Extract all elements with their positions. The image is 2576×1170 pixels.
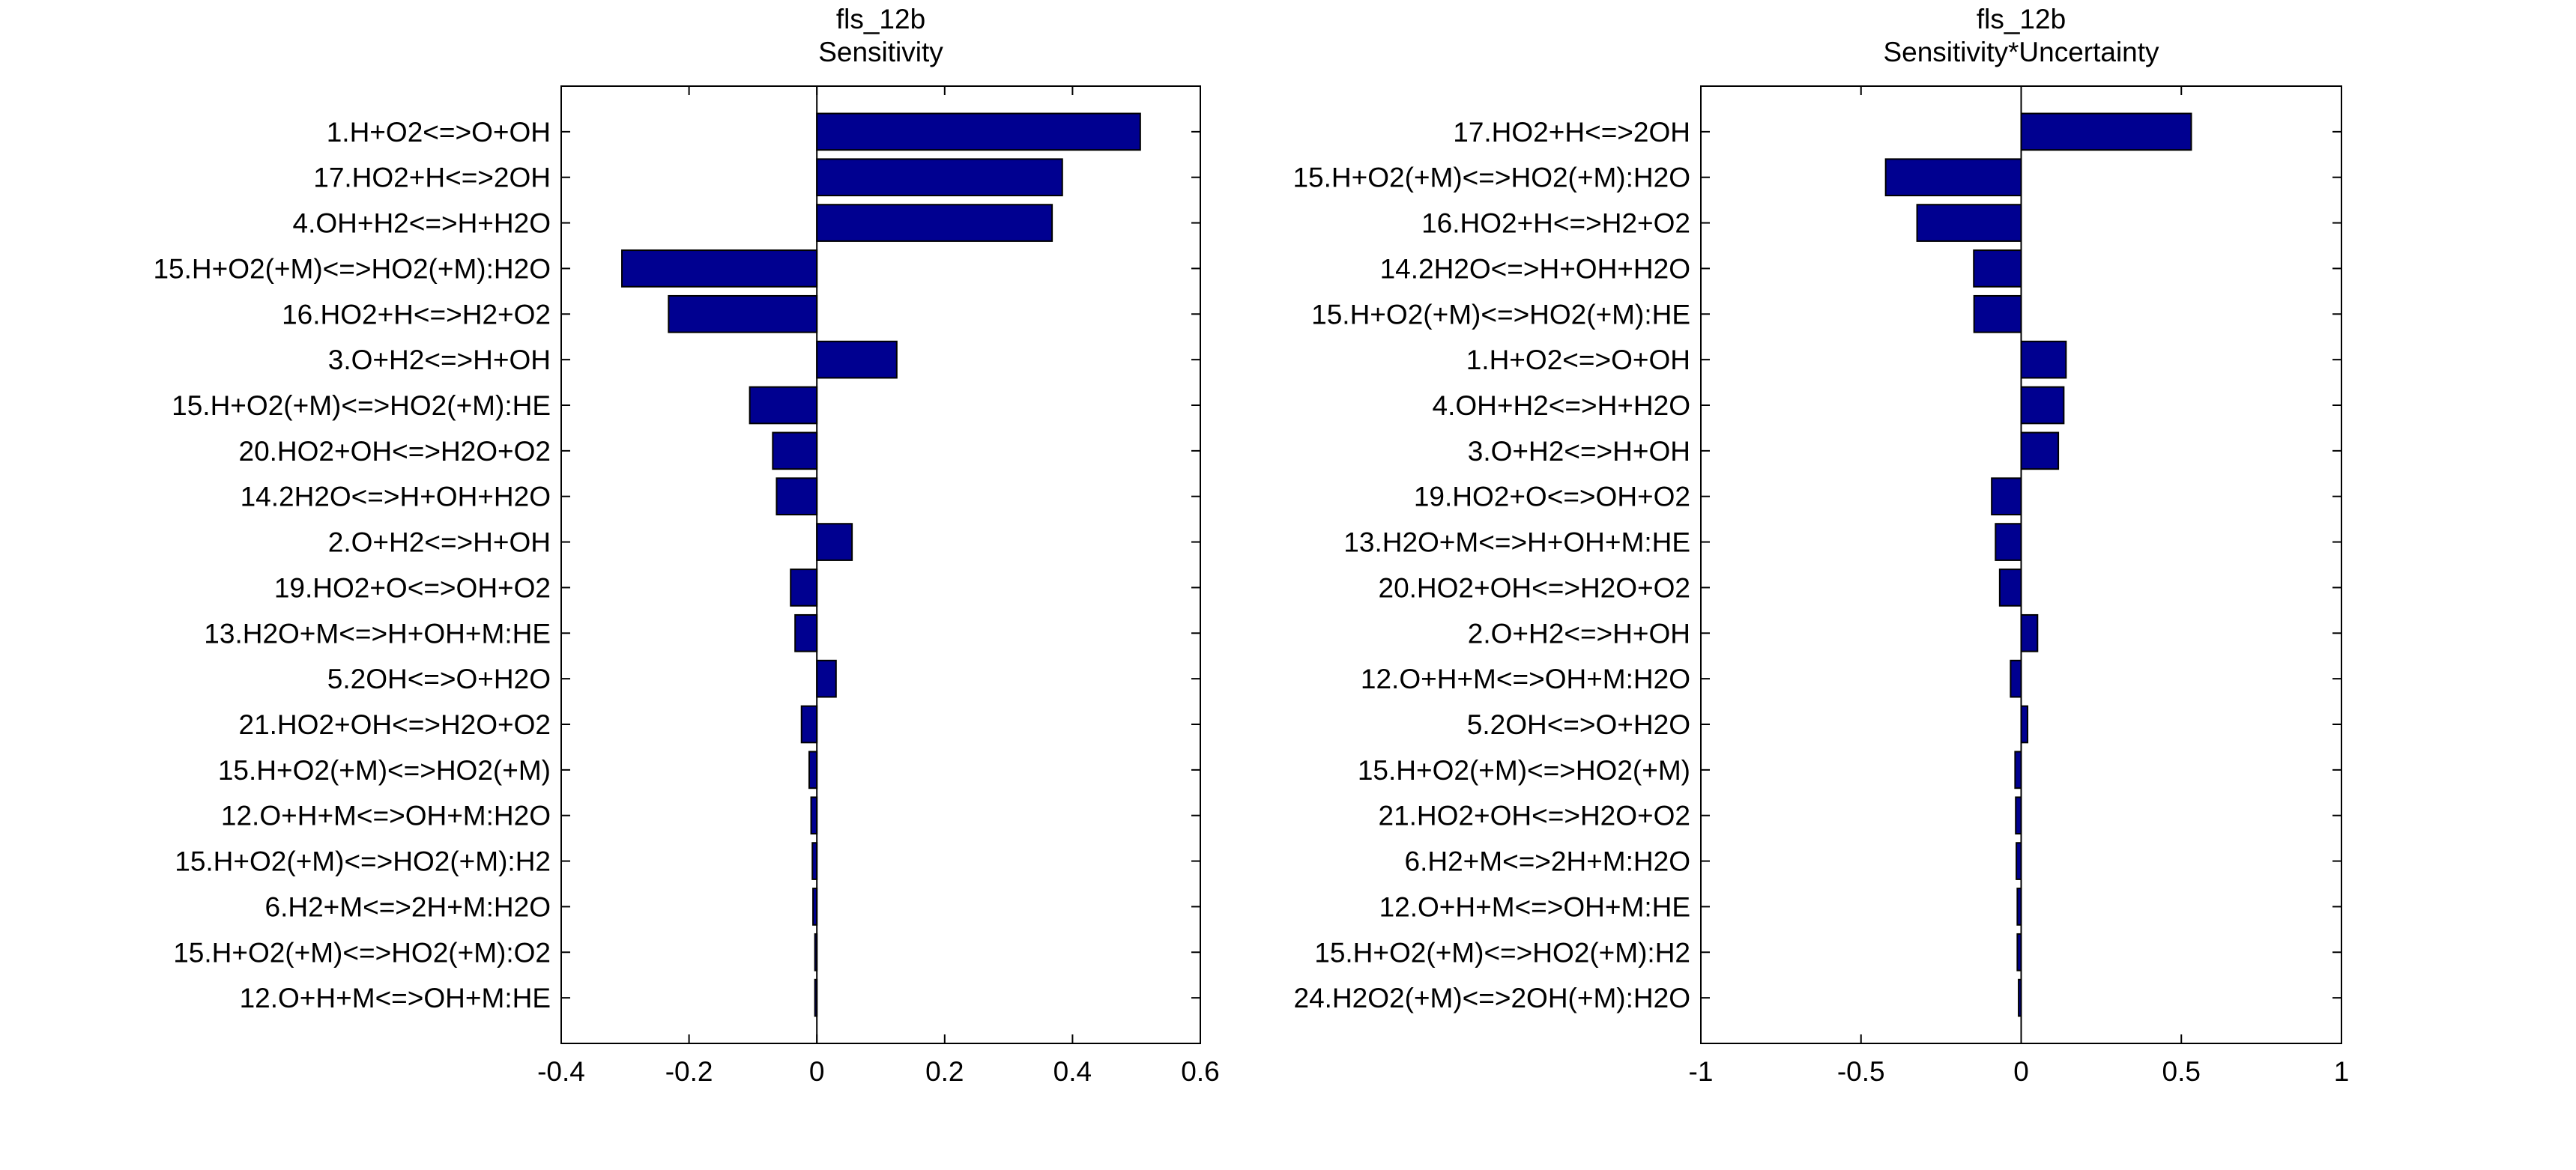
x-tick-label: 0	[2013, 1056, 2029, 1087]
x-tick-label: 1	[2334, 1056, 2350, 1087]
y-tick-label: 3.O+H2<=>H+OH	[328, 345, 551, 375]
chart-subtitle: Sensitivity*Uncertainty	[1883, 37, 2159, 67]
bar	[2020, 705, 2029, 744]
chart-subtitle: Sensitivity	[818, 37, 943, 67]
y-tick-label: 12.O+H+M<=>OH+M:H2O	[221, 801, 551, 831]
y-tick-label: 5.2OH<=>O+H2O	[1467, 709, 1690, 740]
y-tick-label: 24.H2O2(+M)<=>2OH(+M):H2O	[1294, 983, 1691, 1013]
y-tick-label: 4.OH+H2<=>H+H2O	[1433, 390, 1691, 421]
bar	[2020, 613, 2039, 652]
y-tick-label: 20.HO2+OH<=>H2O+O2	[239, 436, 551, 467]
y-tick-label: 15.H+O2(+M)<=>HO2(+M):H2	[1314, 937, 1690, 968]
bar	[772, 431, 818, 470]
bar	[816, 340, 898, 379]
bar	[794, 613, 818, 652]
chart-title: fls_12b	[836, 4, 925, 34]
bar	[2010, 659, 2022, 698]
y-tick-label: 12.O+H+M<=>OH+M:HE	[240, 983, 551, 1013]
bar	[2014, 751, 2022, 789]
bar	[1998, 569, 2022, 607]
y-tick-label: 1.H+O2<=>O+OH	[327, 117, 551, 148]
bar	[790, 569, 818, 607]
bar	[816, 659, 837, 698]
y-tick-label: 12.O+H+M<=>OH+M:H2O	[1361, 664, 1690, 694]
bar	[775, 477, 818, 516]
y-tick-label: 15.H+O2(+M)<=>HO2(+M):O2	[173, 937, 551, 968]
x-tick-label: 0.2	[925, 1056, 964, 1087]
y-tick-label: 20.HO2+OH<=>H2O+O2	[1379, 572, 1691, 603]
y-tick-label: 15.H+O2(+M)<=>HO2(+M):H2O	[1292, 163, 1690, 193]
y-tick-label: 19.HO2+O<=>OH+O2	[274, 572, 551, 603]
y-tick-label: 15.H+O2(+M)<=>HO2(+M)	[1358, 755, 1690, 786]
y-tick-label: 6.H2+M<=>2H+M:H2O	[265, 891, 551, 922]
bar	[2020, 386, 2065, 425]
x-tick-label: -1	[1689, 1056, 1714, 1087]
bar	[810, 796, 818, 835]
bar	[1916, 204, 2022, 242]
x-tick-label: -0.4	[537, 1056, 585, 1087]
y-tick-label: 3.O+H2<=>H+OH	[1468, 436, 1690, 467]
bar	[2015, 796, 2022, 835]
y-tick-label: 15.H+O2(+M)<=>HO2(+M):HE	[1311, 299, 1690, 330]
bar	[2020, 112, 2192, 151]
axes-box	[560, 85, 1201, 1044]
chart-title: fls_12b	[1977, 4, 2066, 34]
y-tick-label: 6.H2+M<=>2H+M:H2O	[1405, 846, 1691, 877]
y-tick-label: 21.HO2+OH<=>H2O+O2	[1379, 801, 1691, 831]
bar	[668, 294, 818, 333]
y-tick-label: 12.O+H+M<=>OH+M:HE	[1379, 891, 1690, 922]
y-tick-label: 15.H+O2(+M)<=>HO2(+M):H2O	[153, 253, 551, 284]
bar	[816, 204, 1053, 242]
bar	[808, 751, 818, 789]
y-tick-label: 17.HO2+H<=>2OH	[1453, 117, 1690, 148]
bar	[1991, 477, 2022, 516]
y-tick-label: 5.2OH<=>O+H2O	[327, 664, 551, 694]
bar	[800, 705, 818, 744]
bar	[816, 523, 853, 561]
y-tick-label: 16.HO2+H<=>H2+O2	[1421, 208, 1690, 239]
x-tick-label: 0.6	[1181, 1056, 1219, 1087]
y-tick-label: 21.HO2+OH<=>H2O+O2	[239, 709, 551, 740]
bar	[749, 386, 818, 425]
y-tick-label: 15.H+O2(+M)<=>HO2(+M):HE	[172, 390, 551, 421]
bar	[621, 249, 818, 288]
bar	[2020, 340, 2067, 379]
bar	[1995, 523, 2022, 561]
y-tick-label: 13.H2O+M<=>H+OH+M:HE	[1343, 527, 1690, 558]
x-tick-label: 0	[809, 1056, 825, 1087]
y-tick-label: 15.H+O2(+M)<=>HO2(+M)	[218, 755, 551, 786]
y-tick-label: 15.H+O2(+M)<=>HO2(+M):H2	[175, 846, 551, 877]
bar	[816, 158, 1063, 197]
y-tick-label: 4.OH+H2<=>H+H2O	[293, 208, 551, 239]
y-tick-label: 2.O+H2<=>H+OH	[328, 527, 551, 558]
x-tick-label: -0.2	[665, 1056, 713, 1087]
bar	[1973, 294, 2022, 333]
bar	[1884, 158, 2022, 197]
y-tick-label: 19.HO2+O<=>OH+O2	[1414, 482, 1690, 512]
y-tick-label: 13.H2O+M<=>H+OH+M:HE	[204, 618, 551, 649]
y-tick-label: 17.HO2+H<=>2OH	[313, 163, 551, 193]
x-tick-label: -0.5	[1837, 1056, 1885, 1087]
bar	[2020, 431, 2060, 470]
bar	[1973, 249, 2022, 288]
bar	[816, 112, 1141, 151]
x-tick-label: 0.5	[2162, 1056, 2201, 1087]
y-tick-label: 2.O+H2<=>H+OH	[1468, 618, 1690, 649]
y-tick-label: 14.2H2O<=>H+OH+H2O	[1380, 253, 1690, 284]
y-tick-label: 14.2H2O<=>H+OH+H2O	[241, 482, 551, 512]
y-tick-label: 16.HO2+H<=>H2+O2	[282, 299, 551, 330]
y-tick-label: 1.H+O2<=>O+OH	[1466, 345, 1690, 375]
x-tick-label: 0.4	[1053, 1056, 1092, 1087]
